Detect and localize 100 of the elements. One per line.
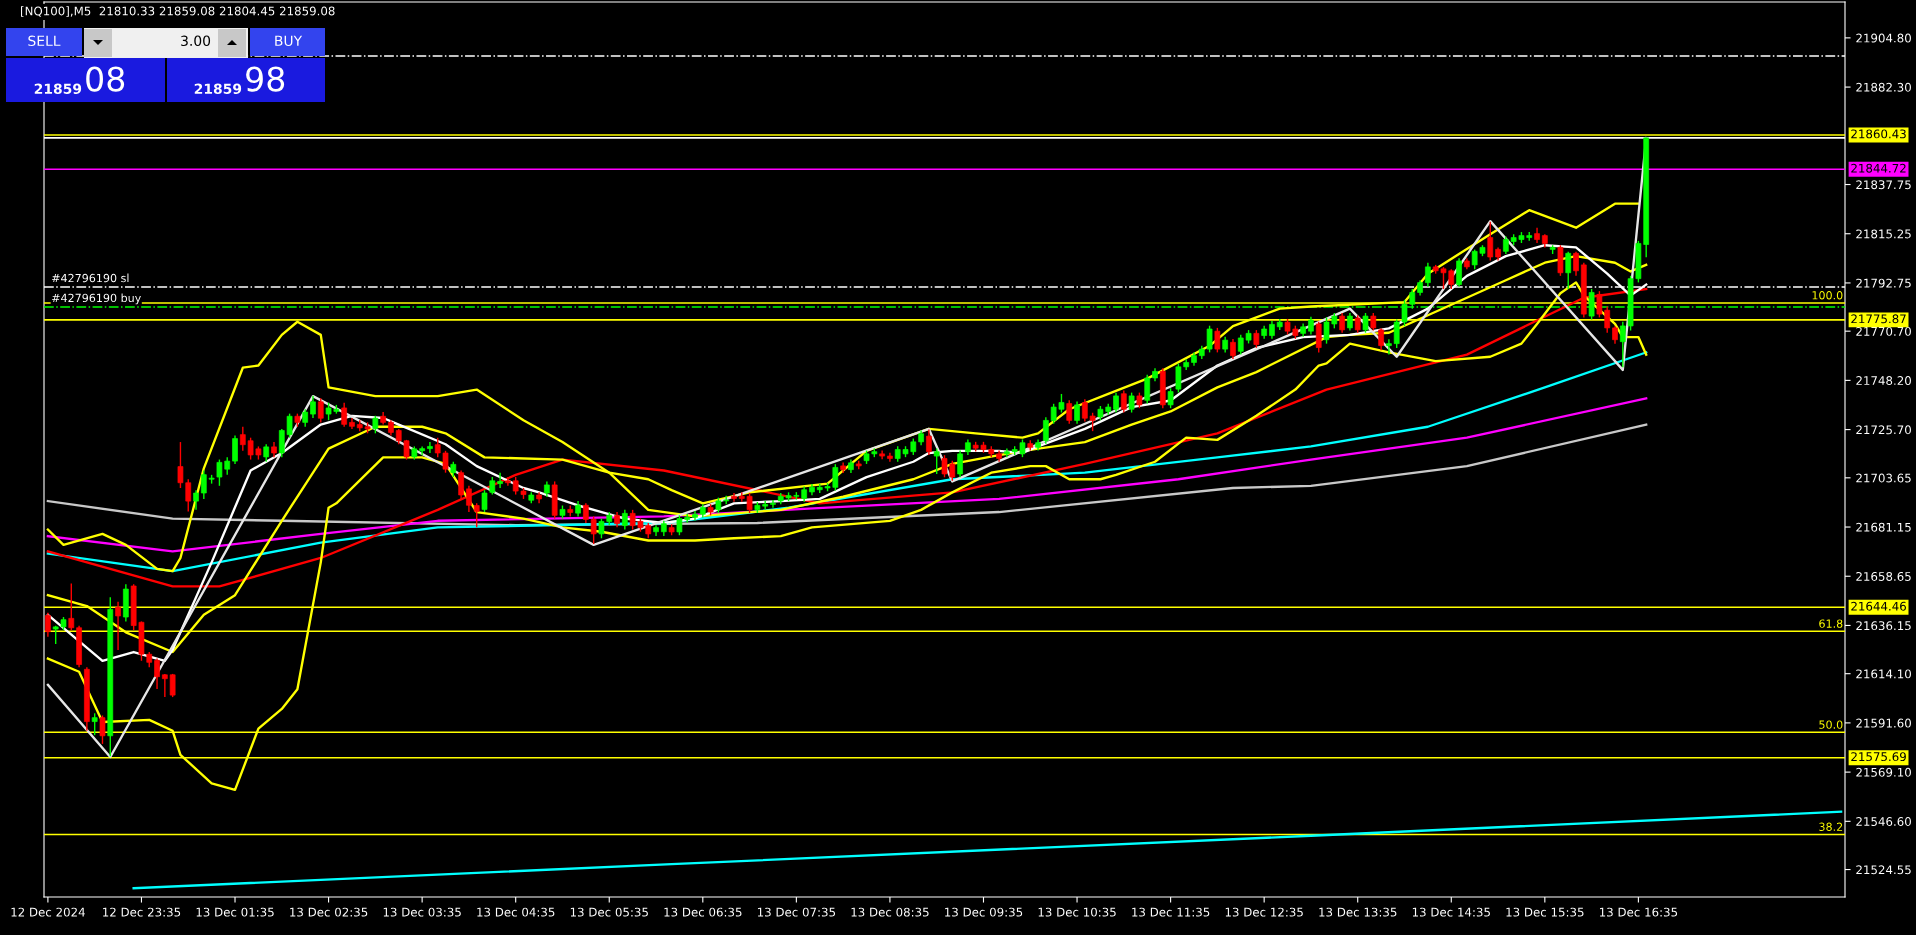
y-tick-label: 21904.80	[1856, 33, 1911, 43]
candlestick	[1128, 391, 1135, 414]
annotation: 98	[246, 66, 285, 92]
candlestick	[232, 434, 238, 465]
y-tick-label: 21837.75	[1856, 180, 1911, 190]
candlestick	[473, 502, 480, 529]
x-tick-label: 13 Dec 08:35	[851, 907, 929, 917]
candlestick	[68, 582, 75, 631]
y-tick-label: 21636.15	[1856, 621, 1911, 631]
candlestick	[1043, 416, 1049, 445]
candlestick	[770, 499, 776, 509]
candlestick	[692, 510, 698, 522]
y-tick-label: 21591.60	[1856, 718, 1911, 728]
line-series	[46, 351, 1648, 573]
candlestick	[1339, 312, 1345, 334]
x-tick-label: 12 Dec 2024	[11, 907, 85, 917]
x-tick-label: 13 Dec 09:35	[945, 907, 1023, 917]
y-tick-label: 21792.75	[1856, 278, 1911, 288]
candlestick	[622, 509, 628, 531]
annotation: 21859	[194, 83, 242, 95]
candlestick	[1573, 251, 1579, 277]
annotation: 38.2	[1819, 822, 1843, 831]
candlestick	[1120, 389, 1127, 414]
annotation: 21859	[34, 83, 82, 95]
annotation: 61.8	[1819, 619, 1843, 628]
candlestick	[1167, 387, 1174, 409]
annotation: 08	[86, 66, 125, 92]
candlestick	[583, 502, 589, 524]
candlestick	[310, 395, 316, 419]
ref-line-label: 21844.72	[1851, 163, 1906, 173]
y-tick-label: 21546.60	[1856, 817, 1911, 826]
candlestick	[419, 445, 425, 456]
ref-line-label: #42796190 buy	[52, 293, 141, 305]
candlestick	[1378, 327, 1384, 351]
x-tick-label: 13 Dec 04:35	[477, 907, 555, 917]
candlestick	[731, 492, 737, 503]
candlestick	[45, 611, 51, 638]
candlestick	[115, 601, 121, 651]
candlestick	[1362, 312, 1369, 334]
line-series	[46, 397, 1648, 553]
candlestick	[317, 397, 324, 424]
candlestick	[926, 428, 932, 456]
candlestick	[1315, 321, 1322, 354]
candlestick	[1214, 327, 1221, 354]
x-tick-label: 13 Dec 06:35	[664, 907, 742, 917]
y-tick-label: 21658.65	[1856, 571, 1911, 581]
y-tick-label: 21748.20	[1856, 376, 1911, 386]
ref-line-label: 21860.43	[1851, 129, 1906, 139]
x-tick-label: 13 Dec 15:35	[1506, 907, 1584, 917]
candlestick	[957, 449, 963, 478]
y-tick-label: 21770.70	[1856, 326, 1911, 336]
ref-line-label: 21644.46	[1851, 601, 1906, 611]
y-tick-label: 21681.15	[1856, 522, 1911, 532]
candlestick	[1074, 400, 1080, 425]
candlestick	[497, 471, 503, 489]
candlestick	[193, 489, 199, 511]
candlestick	[1456, 257, 1462, 288]
candlestick	[505, 476, 511, 487]
candlestick	[1113, 391, 1119, 414]
x-tick-label: 13 Dec 10:35	[1038, 907, 1116, 917]
x-tick-label: 13 Dec 16:35	[1599, 907, 1678, 917]
y-tick-label: 21882.30	[1856, 82, 1911, 92]
annotation: BUY	[275, 35, 303, 47]
candlestick	[466, 485, 472, 513]
ref-line-label: #42796190 sl	[52, 273, 129, 283]
y-tick-label: 21725.70	[1856, 425, 1911, 435]
candlestick	[1487, 221, 1494, 262]
candlestick	[1144, 374, 1151, 405]
candlestick	[1066, 399, 1073, 425]
annotation: 100.0	[1812, 291, 1843, 300]
x-tick-label: 13 Dec 12:35	[1225, 907, 1303, 917]
candlestick	[154, 657, 160, 690]
x-tick-label: 13 Dec 01:35	[196, 907, 274, 917]
x-tick-label: 13 Dec 07:35	[757, 907, 836, 917]
candlestick	[91, 712, 98, 736]
candlestick	[1230, 338, 1236, 360]
annotation: 3.00	[181, 35, 211, 47]
candlestick	[99, 714, 106, 745]
y-tick-label: 21524.55	[1856, 865, 1911, 875]
ref-line-label: 21575.69	[1851, 752, 1906, 762]
candlestick	[1386, 338, 1392, 356]
x-tick-label: 13 Dec 05:35	[570, 907, 648, 917]
annotation: 50.0	[1819, 720, 1843, 729]
chart-title: [NQ100],M5 21810.33 21859.08 21804.45 21859.08	[21, 6, 335, 17]
candlestick	[590, 515, 597, 545]
y-tick-label: 21569.10	[1856, 767, 1911, 777]
annotation: SELL	[28, 35, 61, 47]
line-series	[46, 423, 1648, 527]
candlestick	[1425, 262, 1431, 288]
candlestick	[1565, 251, 1572, 290]
candlestick	[341, 401, 348, 428]
x-tick-label: 13 Dec 02:35	[290, 907, 368, 917]
x-tick-label: 13 Dec 11:35	[1132, 907, 1210, 917]
x-tick-label: 13 Dec 13:35	[1319, 907, 1397, 917]
candlestick	[427, 441, 433, 454]
y-tick-label: 21614.10	[1856, 669, 1911, 679]
x-tick-label: 13 Dec 14:35	[1412, 907, 1490, 917]
x-tick-label: 13 Dec 03:35	[383, 907, 461, 917]
candlestick	[458, 469, 464, 500]
x-tick-label: 12 Dec 23:35	[103, 907, 181, 917]
